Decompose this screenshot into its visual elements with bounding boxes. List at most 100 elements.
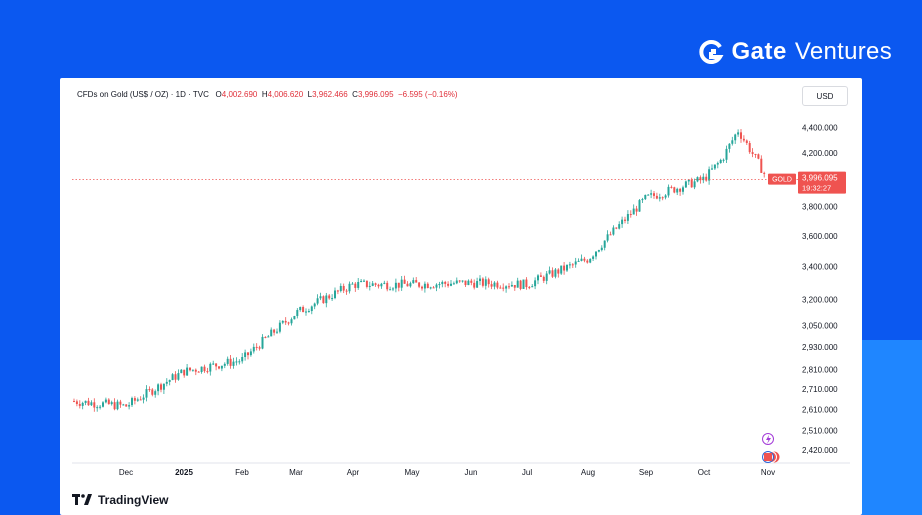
candle-body	[725, 148, 728, 160]
candle-body	[742, 138, 745, 141]
candle-body	[160, 384, 162, 390]
candle-body	[183, 369, 186, 376]
candle-body	[354, 283, 357, 288]
candle-body	[595, 251, 597, 257]
candle-body	[249, 351, 252, 356]
y-tick-label: 2,930.000	[802, 343, 838, 352]
x-tick-label: May	[404, 468, 419, 477]
candle-body	[670, 186, 673, 188]
candle-body	[290, 319, 293, 324]
candle-body	[383, 282, 386, 284]
candle-body	[406, 283, 409, 287]
candle-body	[313, 303, 316, 307]
candle-body	[380, 283, 383, 287]
candle-body	[441, 281, 444, 285]
candle-body	[357, 281, 360, 288]
high-value: 4,006.620	[267, 90, 304, 99]
candle-body	[493, 282, 496, 287]
candle-body	[470, 280, 473, 283]
open-value: 4,002.690	[221, 90, 258, 99]
candle-body	[757, 154, 760, 159]
x-tick-label: Apr	[347, 468, 360, 477]
candle-body	[139, 399, 142, 401]
lightning-bolt-icon	[766, 435, 771, 444]
candle-body	[307, 311, 310, 313]
candle-body	[351, 283, 354, 285]
candle-body	[626, 214, 629, 221]
candle-body	[435, 284, 438, 288]
candle-body	[392, 288, 394, 290]
candle-body	[212, 363, 215, 365]
candle-body	[194, 369, 197, 372]
candle-body	[331, 298, 334, 300]
candle-body	[763, 172, 766, 174]
candle-body	[577, 260, 580, 262]
candle-body	[740, 132, 742, 139]
candle-body	[238, 361, 241, 363]
candle-body	[226, 358, 229, 364]
candle-body	[348, 283, 351, 292]
candle-body	[592, 256, 595, 259]
candle-body	[365, 280, 368, 287]
candle-body	[452, 283, 455, 285]
candle-body	[374, 283, 377, 285]
candle-body	[612, 227, 615, 235]
candle-body	[499, 287, 502, 289]
candle-body	[415, 280, 418, 283]
candle-body	[342, 285, 345, 291]
candle-body	[93, 402, 96, 408]
candle-body	[731, 140, 734, 144]
candle-body	[664, 195, 667, 198]
candle-body	[496, 282, 499, 288]
candle-body	[705, 176, 708, 181]
candle-body	[102, 402, 104, 407]
candle-body	[278, 322, 281, 332]
tradingview-logo-icon	[72, 494, 92, 505]
candle-body	[168, 380, 171, 382]
candle-body	[748, 143, 751, 153]
candle-body	[154, 391, 157, 395]
y-tick-label: 4,400.000	[802, 124, 838, 133]
tradingview-footer: TradingView	[72, 493, 168, 507]
candle-body	[545, 273, 548, 281]
candle-body	[110, 402, 113, 405]
candle-body	[490, 284, 493, 287]
candle-body	[467, 280, 470, 286]
y-tick-label: 2,710.000	[802, 385, 838, 394]
candle-body	[713, 164, 716, 169]
candle-body	[696, 177, 699, 182]
candle-body	[745, 140, 748, 144]
candle-body	[142, 397, 145, 400]
candle-body	[699, 177, 702, 181]
currency-button[interactable]: USD	[802, 86, 848, 106]
candle-body	[684, 181, 687, 188]
candle-body	[751, 152, 754, 154]
candle-body	[113, 402, 116, 410]
candle-body	[389, 289, 392, 291]
candle-body	[397, 282, 400, 288]
candle-body	[186, 367, 189, 376]
candle-body	[400, 279, 403, 288]
candle-body	[119, 401, 122, 405]
candle-body	[73, 401, 75, 403]
candle-body	[310, 306, 313, 312]
candle-body	[641, 199, 644, 201]
chart-header: CFDs on Gold (US$ / OZ) · 1D · TVC O4,00…	[77, 90, 458, 99]
candle-body	[650, 193, 653, 195]
candle-body	[557, 269, 560, 274]
price-badge	[798, 171, 846, 194]
candle-body	[336, 290, 339, 292]
x-tick-label: Nov	[761, 468, 775, 477]
y-tick-label: 2,420.000	[802, 446, 838, 455]
candle-body	[368, 285, 371, 287]
gold-symbol-badge	[768, 173, 796, 185]
candle-body	[711, 168, 713, 170]
candle-body	[197, 371, 200, 373]
candle-body	[270, 329, 273, 337]
candle-body	[180, 369, 183, 374]
x-tick-label: Feb	[235, 468, 249, 477]
candle-body	[287, 322, 290, 324]
candle-body	[563, 265, 566, 271]
y-tick-label: 3,600.000	[802, 232, 838, 241]
candlestick-chart: 4,400.000 4,200.000 3,800.000 3,600.000 3,40…	[72, 124, 850, 477]
